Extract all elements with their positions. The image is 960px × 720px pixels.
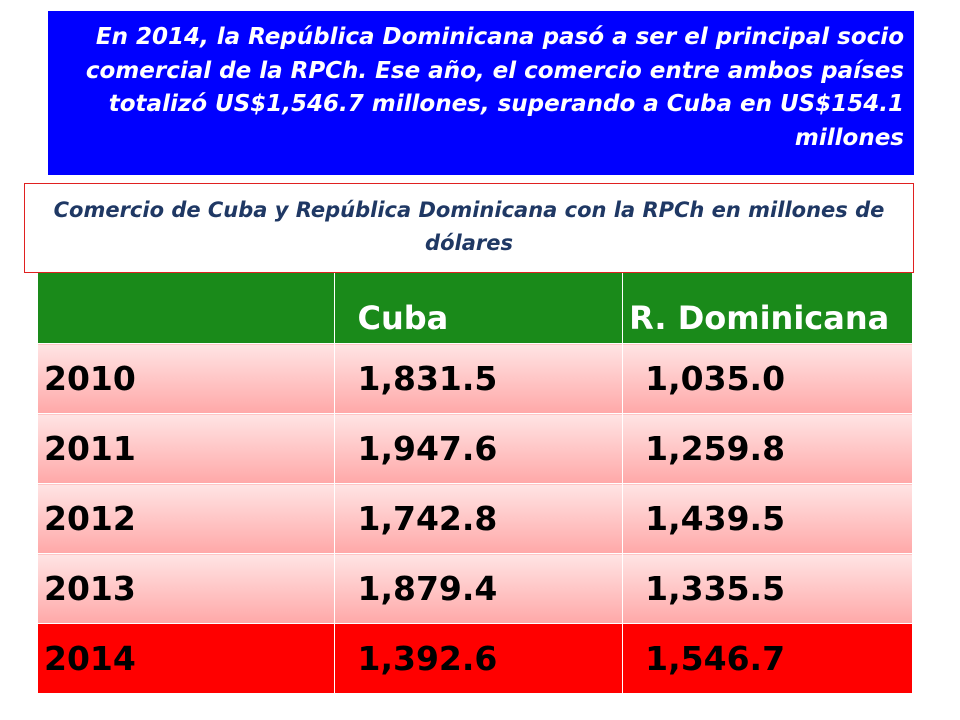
trade-table: Cuba R. Dominicana 2010 1,831.5 1,035.0 … bbox=[36, 271, 913, 694]
rd-cell: 1,035.0 bbox=[622, 343, 913, 414]
table-row-highlight: 2014 1,392.6 1,546.7 bbox=[36, 623, 913, 694]
year-cell: 2013 bbox=[36, 553, 336, 624]
rd-cell: 1,335.5 bbox=[622, 553, 913, 624]
summary-banner: En 2014, la República Dominicana pasó a … bbox=[48, 11, 914, 175]
cuba-cell: 1,831.5 bbox=[334, 343, 624, 414]
year-cell: 2010 bbox=[36, 343, 336, 414]
table-title: Comercio de Cuba y República Dominicana … bbox=[24, 183, 914, 273]
year-cell: 2011 bbox=[36, 413, 336, 484]
table-row: 2011 1,947.6 1,259.8 bbox=[36, 413, 913, 484]
cuba-cell: 1,947.6 bbox=[334, 413, 624, 484]
cuba-cell: 1,392.6 bbox=[334, 623, 624, 694]
year-cell: 2012 bbox=[36, 483, 336, 554]
year-cell: 2014 bbox=[36, 623, 336, 694]
table-header-row: Cuba R. Dominicana bbox=[36, 271, 913, 344]
rd-cell: 1,546.7 bbox=[622, 623, 913, 694]
header-year bbox=[36, 271, 336, 344]
header-rd: R. Dominicana bbox=[622, 271, 913, 344]
header-cuba: Cuba bbox=[334, 271, 624, 344]
cuba-cell: 1,879.4 bbox=[334, 553, 624, 624]
rd-cell: 1,259.8 bbox=[622, 413, 913, 484]
table-row: 2012 1,742.8 1,439.5 bbox=[36, 483, 913, 554]
table-row: 2013 1,879.4 1,335.5 bbox=[36, 553, 913, 624]
rd-cell: 1,439.5 bbox=[622, 483, 913, 554]
table-row: 2010 1,831.5 1,035.0 bbox=[36, 343, 913, 414]
cuba-cell: 1,742.8 bbox=[334, 483, 624, 554]
